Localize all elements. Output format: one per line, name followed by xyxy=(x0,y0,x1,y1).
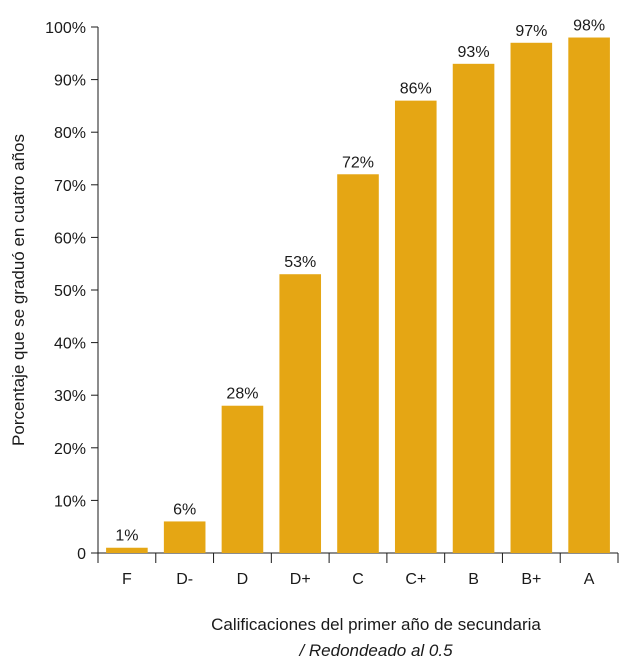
bar xyxy=(568,37,610,553)
y-tick-label: 20% xyxy=(54,441,86,458)
bar xyxy=(106,547,148,553)
bar xyxy=(163,521,206,553)
bar-value-label: 98% xyxy=(573,18,605,35)
x-tick-label: D+ xyxy=(290,571,311,588)
y-tick-label: 90% xyxy=(54,73,86,90)
x-tick-label: A xyxy=(584,571,595,588)
y-tick-label: 100% xyxy=(45,20,86,37)
x-tick-label: B+ xyxy=(521,571,541,588)
x-axis-note: / Redondeado al 0.5 xyxy=(298,641,453,659)
y-tick-label: 60% xyxy=(54,230,86,247)
y-tick-label: 80% xyxy=(54,125,86,142)
y-tick-label: 40% xyxy=(54,336,86,353)
bar-value-label: 72% xyxy=(342,154,374,171)
y-tick-label: 70% xyxy=(54,178,86,195)
bars xyxy=(106,37,610,553)
x-tick-label: D- xyxy=(176,571,193,588)
bar xyxy=(394,100,437,553)
x-axis-title: Calificaciones del primer año de secunda… xyxy=(211,615,541,634)
bar-value-label: 28% xyxy=(226,386,258,403)
y-tick-label: 0 xyxy=(77,546,86,563)
y-tick-label: 30% xyxy=(54,388,86,405)
data-labels: 1% 6% 28% 53% 72% 86% 93% 97% 98% xyxy=(115,18,605,545)
bar xyxy=(279,274,322,553)
bar-value-label: 97% xyxy=(515,23,547,40)
bar-value-label: 6% xyxy=(173,501,196,518)
bar xyxy=(337,174,379,553)
x-axis: F D- D D+ C C+ B B+ A xyxy=(97,552,619,588)
x-tick-label: D xyxy=(237,571,249,588)
bar-value-label: 1% xyxy=(115,528,138,545)
bar-value-label: 86% xyxy=(400,81,432,98)
y-axis-title: Porcentaje que se graduó en cuatro años xyxy=(9,134,28,446)
x-tick-label: C xyxy=(352,571,364,588)
x-tick-label: B xyxy=(468,571,479,588)
bar xyxy=(452,63,495,553)
bar-value-label: 93% xyxy=(458,44,490,61)
bar xyxy=(221,405,264,553)
y-axis: 0 10% 20% 30% 40% 50% 60% 70% 80% 90% 100% xyxy=(45,20,99,563)
bar xyxy=(510,42,553,553)
x-tick-label: F xyxy=(122,571,132,588)
bar-value-label: 53% xyxy=(284,254,316,271)
y-tick-label: 10% xyxy=(54,493,86,510)
x-tick-label: C+ xyxy=(405,571,426,588)
y-tick-label: 50% xyxy=(54,283,86,300)
